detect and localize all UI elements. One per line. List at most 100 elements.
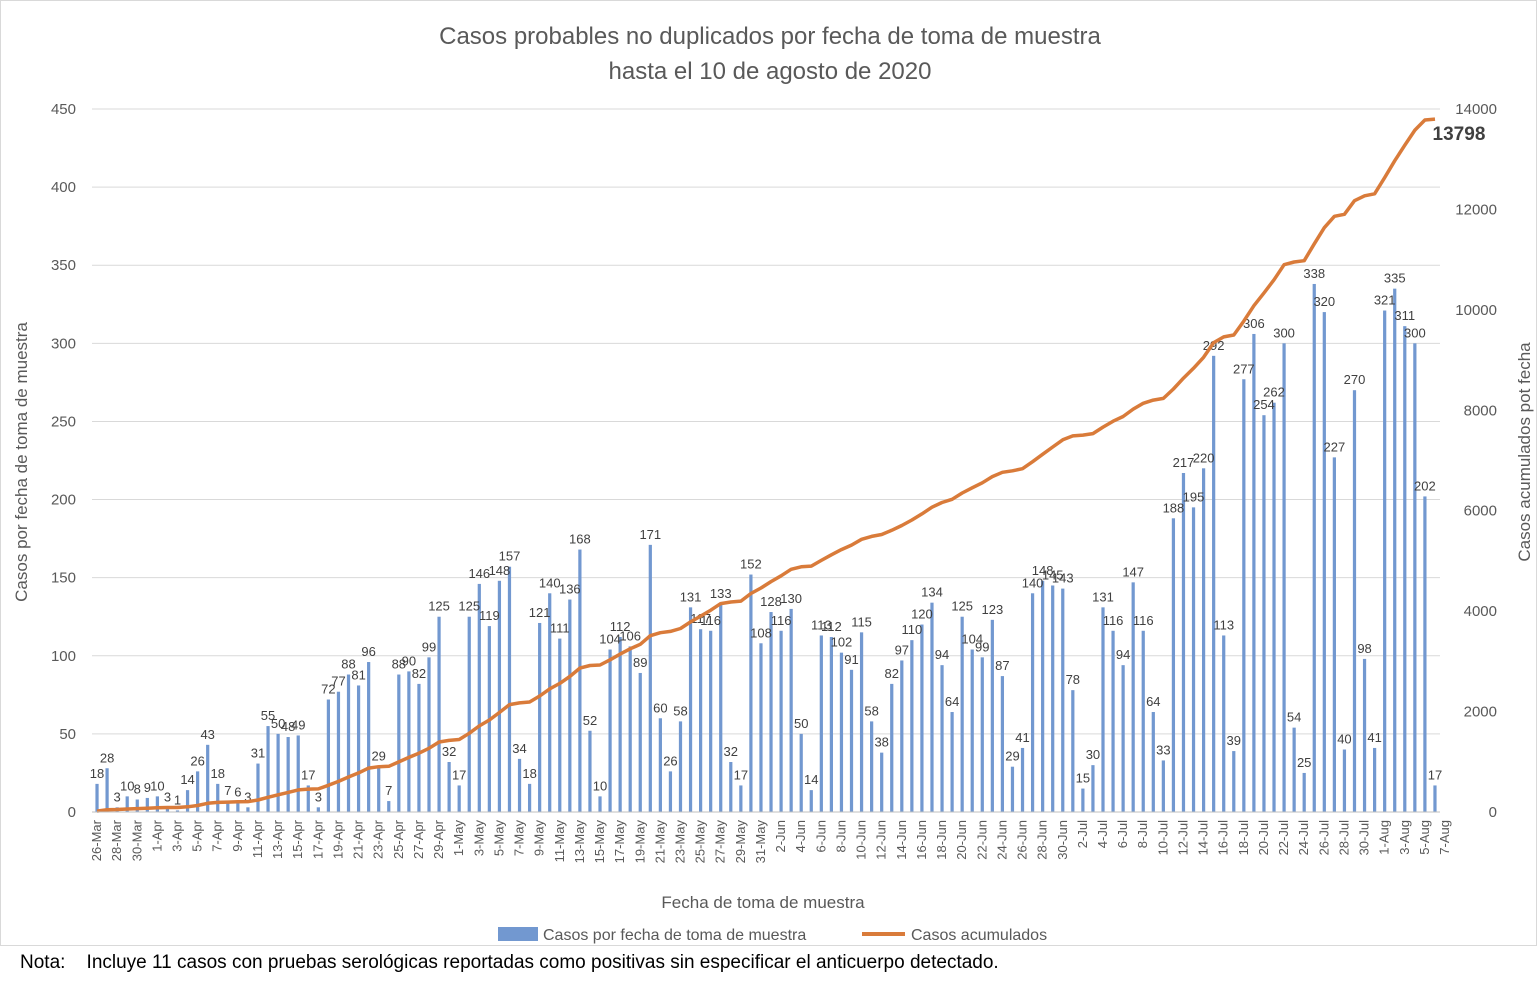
bar bbox=[719, 604, 723, 812]
chart-frame bbox=[0, 0, 1537, 946]
bar bbox=[336, 691, 341, 812]
bar-value-label: 55 bbox=[261, 708, 275, 723]
bar-value-label: 7 bbox=[385, 783, 392, 798]
y-tick-label: 150 bbox=[51, 570, 76, 587]
bar bbox=[789, 608, 793, 812]
bar-value-label: 72 bbox=[321, 682, 335, 697]
bar-value-label: 128 bbox=[760, 594, 782, 609]
bar bbox=[1302, 772, 1306, 812]
bar-value-label: 40 bbox=[1337, 732, 1351, 747]
legend: Casos por fecha de toma de muestra Casos… bbox=[498, 927, 1047, 944]
bar-value-label: 120 bbox=[911, 607, 933, 622]
bar bbox=[1403, 326, 1407, 812]
x-tick-label: 25-Apr bbox=[391, 819, 406, 859]
x-tick-label: 6-Jul bbox=[1115, 820, 1130, 848]
x-tick-label: 4-Jul bbox=[1095, 820, 1110, 848]
bar-value-label: 147 bbox=[1122, 564, 1144, 579]
bar-value-label: 104 bbox=[599, 632, 621, 647]
bar bbox=[1131, 582, 1135, 812]
bar bbox=[1272, 402, 1276, 812]
bar bbox=[618, 637, 622, 812]
x-tick-label: 21-Apr bbox=[351, 819, 366, 859]
bar bbox=[930, 602, 934, 812]
x-tick-label: 26-Jul bbox=[1316, 820, 1331, 856]
y-tick-label: 200 bbox=[51, 492, 76, 509]
bar-value-label: 41 bbox=[1367, 730, 1381, 745]
bar-value-label: 320 bbox=[1313, 294, 1335, 309]
bar-value-label: 26 bbox=[190, 753, 204, 768]
bar-value-label: 28 bbox=[100, 750, 114, 765]
bar bbox=[769, 612, 773, 812]
bar-value-label: 7 bbox=[224, 783, 231, 798]
bar-value-label: 123 bbox=[981, 602, 1003, 617]
x-tick-label: 8-Jun bbox=[833, 820, 848, 853]
bar bbox=[880, 752, 884, 812]
bar-value-label: 34 bbox=[512, 741, 526, 756]
bar bbox=[125, 796, 129, 812]
bar bbox=[910, 640, 914, 812]
bar-value-label: 113 bbox=[1213, 617, 1234, 632]
bar bbox=[1413, 343, 1417, 812]
bar bbox=[538, 622, 542, 812]
bar-value-label: 321 bbox=[1374, 293, 1396, 308]
x-tick-label: 13-Apr bbox=[270, 819, 285, 859]
bar bbox=[1000, 676, 1005, 812]
y-tick-label: 250 bbox=[51, 413, 76, 430]
bar-value-label: 14 bbox=[180, 772, 194, 787]
bar-value-label: 52 bbox=[583, 713, 597, 728]
bar bbox=[900, 660, 904, 812]
y-tick-label: 450 bbox=[51, 101, 76, 118]
bar bbox=[467, 616, 471, 812]
bar bbox=[1222, 635, 1226, 812]
bar-value-label: 300 bbox=[1273, 325, 1295, 340]
gridlines bbox=[92, 108, 1440, 813]
bar-value-label: 38 bbox=[874, 735, 888, 750]
legend-bar-swatch bbox=[498, 927, 538, 941]
bar bbox=[427, 657, 431, 812]
bar-value-label: 64 bbox=[945, 694, 959, 709]
bar bbox=[598, 796, 602, 812]
x-tick-label: 29-Apr bbox=[431, 819, 446, 859]
bar-value-label: 54 bbox=[1287, 710, 1301, 725]
bar bbox=[729, 762, 733, 812]
bar-value-label: 82 bbox=[885, 666, 899, 681]
bar-value-label: 119 bbox=[479, 608, 500, 623]
bar-value-label: 148 bbox=[1032, 563, 1054, 578]
bar-value-label: 15 bbox=[1076, 771, 1090, 786]
y2-tick-label: 2000 bbox=[1464, 704, 1497, 721]
bar-value-label: 338 bbox=[1303, 266, 1325, 281]
footnote-text: Incluye 11 casos con pruebas serológicas… bbox=[86, 952, 999, 973]
bar bbox=[326, 699, 331, 812]
bar-value-label: 32 bbox=[442, 744, 456, 759]
x-tick-label: 10-Jul bbox=[1155, 820, 1170, 856]
x-tick-label: 17-Apr bbox=[310, 819, 325, 859]
bar bbox=[1373, 747, 1377, 812]
bar bbox=[155, 796, 159, 812]
y2-tick-label: 6000 bbox=[1464, 503, 1497, 520]
x-tick-label: 24-Jul bbox=[1296, 820, 1311, 856]
bar bbox=[940, 665, 944, 812]
x-tick-label: 5-May bbox=[491, 820, 506, 857]
bar-value-label: 3 bbox=[315, 789, 322, 804]
x-tick-label: 28-Jun bbox=[1035, 820, 1050, 860]
bar-value-label: 41 bbox=[1015, 730, 1029, 745]
bar-value-label: 99 bbox=[975, 639, 989, 654]
bar bbox=[1433, 785, 1437, 812]
x-tick-label: 3-Aug bbox=[1397, 820, 1412, 855]
bar-value-label: 108 bbox=[750, 625, 772, 640]
bar bbox=[1181, 472, 1186, 812]
bar bbox=[527, 783, 532, 812]
bar-value-label: 50 bbox=[794, 716, 808, 731]
bar bbox=[648, 544, 652, 812]
bar bbox=[286, 737, 290, 812]
bar bbox=[507, 566, 512, 812]
bar bbox=[638, 672, 642, 812]
bar-value-label: 8 bbox=[134, 782, 141, 797]
bar-value-label: 148 bbox=[489, 563, 511, 578]
x-tick-label: 24-Jun bbox=[994, 820, 1009, 860]
bar-value-label: 145 bbox=[1042, 567, 1064, 582]
y-axis-title: Casos por fecha de toma de muestra bbox=[12, 322, 31, 602]
bar bbox=[658, 718, 662, 812]
bar bbox=[1141, 630, 1145, 812]
